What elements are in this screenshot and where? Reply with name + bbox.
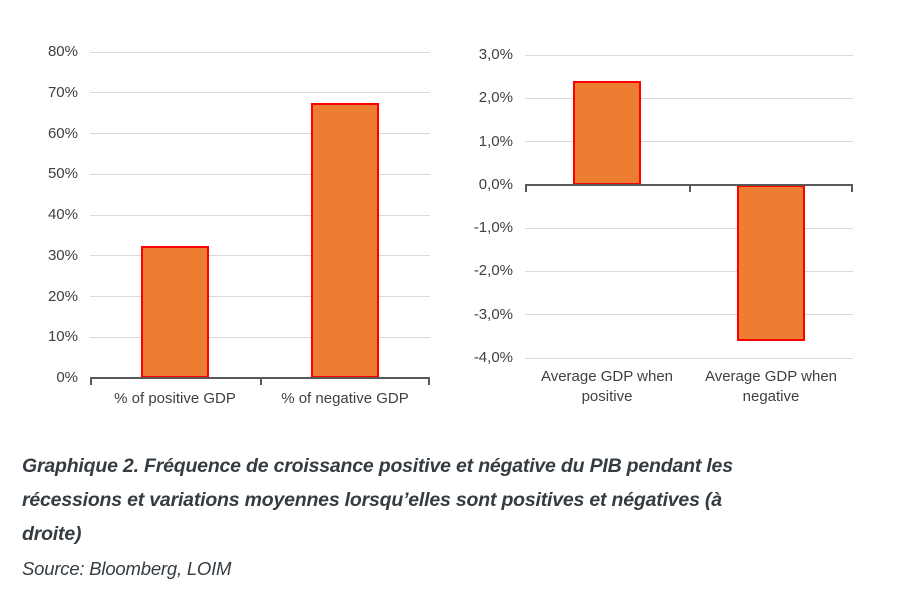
left-chart-category-labels: % of positive GDP % of negative GDP [90,389,430,409]
y-axis-tick-label: 0,0% [478,175,513,193]
y-axis-tick-label: 50% [47,165,78,183]
axis-tick [428,379,430,385]
y-axis-tick-label: -1,0% [473,219,513,237]
x-category-label: Average GDP when negative [704,368,838,405]
y-axis-tick-label: 10% [47,328,78,346]
x-category-label: Average GDP when positive [540,368,674,405]
gridline [90,255,430,257]
bar-2 [311,102,379,378]
y-axis-tick-label: 80% [47,43,78,60]
gridline [525,141,853,143]
axis-tick [689,185,691,192]
axis-tick [851,185,853,192]
bar-1 [141,245,209,378]
y-axis-tick-label: -4,0% [473,349,513,366]
y-axis-tick-label: -2,0% [473,262,513,280]
axis-tick [525,185,527,192]
source-note: Source: Bloomberg, LOIM [22,558,232,579]
left-chart-plot-area: 80% 70% 60% 50% 40% 30% 20% 10% 0% [48,43,430,386]
y-axis-tick-label: 20% [47,287,78,305]
y-axis-tick-label: 60% [47,124,78,142]
axis-tick [260,379,262,385]
right-chart-category-labels: Average GDP when positive Average GDP whe… [525,367,853,407]
gridline [90,336,430,338]
axis-tick [90,379,92,385]
bar-1 [573,80,641,185]
gridline [525,357,853,359]
y-axis-tick-label: 40% [47,206,78,223]
gridline [90,51,430,53]
bar-2 [737,184,805,341]
y-axis-tick-label: 2,0% [478,89,513,107]
y-axis-tick-label: -3,0% [473,305,513,323]
y-axis-tick-label: 0% [56,369,78,386]
gridline [525,97,853,99]
gridline [90,92,430,94]
gridline [90,173,430,175]
caption-line-3: droite) [22,523,82,545]
x-axis-zero-line [525,183,853,186]
y-axis-tick-label: 3,0% [478,46,513,63]
x-axis-zero-line [90,377,430,379]
gridline [90,296,430,297]
y-axis-tick-label: 1,0% [478,132,513,150]
caption-line-1: Graphique 2. Fréquence de croissance pos… [22,455,733,477]
gridline [525,54,853,56]
caption-line-2: récessions et variations moyennes lorsqu… [22,489,722,511]
gridline [90,133,430,134]
gridline [525,314,853,316]
gridline [90,214,430,216]
y-axis-tick-label: 70% [47,83,78,101]
gridline [525,227,853,229]
right-chart-plot-area: 3,0% 2,0% 1,0% 0,0% -1,0% -2,0% -3,0% -4,0% [474,46,853,366]
x-category-label: % of negative GDP [281,390,409,407]
figure-caption: Graphique 2. Fréquence de croissance pos… [22,449,867,584]
y-axis-tick-label: 30% [47,246,78,264]
gridline [525,270,853,272]
x-category-label: % of positive GDP [114,390,236,407]
